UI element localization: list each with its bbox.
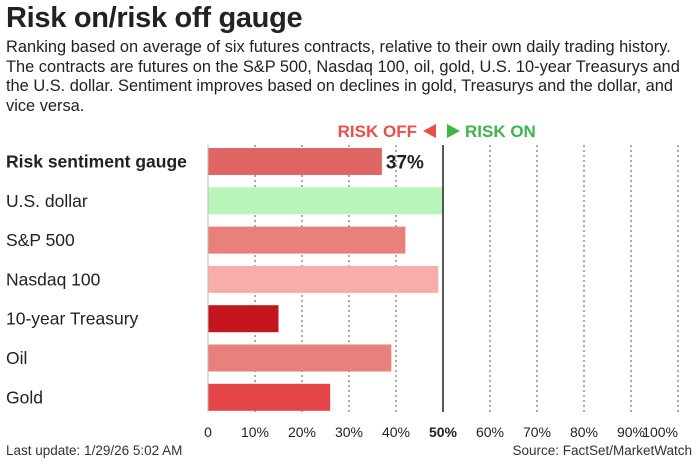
chart-subtitle: Ranking based on average of six futures … bbox=[6, 38, 680, 115]
legend-risk-off: RISK OFF bbox=[338, 122, 417, 141]
legend-risk-on: RISK ON bbox=[465, 122, 536, 141]
category-label: U.S. dollar bbox=[6, 191, 88, 211]
risk-on-arrow-icon bbox=[447, 124, 460, 138]
x-tick-label: 50% bbox=[429, 424, 458, 440]
x-tick-label: 30% bbox=[335, 424, 363, 440]
value-label: 37% bbox=[386, 153, 424, 174]
x-tick-label: 0 bbox=[204, 424, 212, 440]
source-note: Source: FactSet/MarketWatch bbox=[512, 443, 692, 458]
category-label: Nasdaq 100 bbox=[6, 269, 101, 289]
category-label: Risk sentiment gauge bbox=[6, 152, 187, 172]
x-tick-label: 60% bbox=[476, 424, 504, 440]
bar bbox=[208, 148, 382, 175]
last-update: Last update: 1/29/26 5:02 AM bbox=[6, 443, 183, 458]
bar bbox=[208, 187, 443, 215]
category-label: S&P 500 bbox=[6, 230, 75, 250]
x-tick-label: 40% bbox=[382, 424, 410, 440]
x-tick-label: 80% bbox=[570, 424, 598, 440]
bar bbox=[208, 344, 392, 372]
bar bbox=[208, 226, 406, 254]
category-label: Gold bbox=[6, 387, 43, 407]
x-tick-label: 20% bbox=[288, 424, 316, 440]
bar bbox=[208, 383, 331, 411]
chart-title: Risk on/risk off gauge bbox=[6, 2, 303, 34]
x-tick-label: 70% bbox=[523, 424, 551, 440]
risk-off-arrow-icon bbox=[423, 124, 436, 138]
x-tick-label: 10% bbox=[241, 424, 269, 440]
x-tick-label: 100% bbox=[642, 424, 678, 440]
category-label: 10-year Treasury bbox=[6, 309, 139, 329]
category-label: Oil bbox=[6, 348, 27, 368]
bar bbox=[208, 305, 279, 333]
x-tick-label: 90% bbox=[617, 424, 645, 440]
bar bbox=[208, 265, 439, 293]
